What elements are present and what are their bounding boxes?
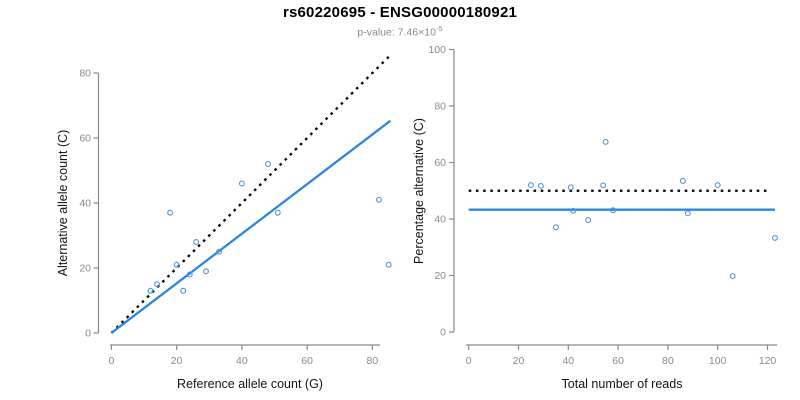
data-point	[154, 281, 161, 288]
data-point	[180, 287, 187, 294]
y-tick-label: 20	[79, 263, 91, 275]
y-tick-label: 80	[434, 101, 446, 113]
chart-subtitle: p-value: 7.46×10-5	[0, 24, 800, 39]
x-axis-title: Total number of reads	[562, 377, 683, 391]
chart-title: rs60220695 - ENSG00000180921	[282, 4, 518, 21]
data-point	[375, 196, 382, 203]
x-tick-label: 80	[662, 355, 674, 367]
y-tick-label: 80	[79, 68, 91, 80]
data-point	[537, 182, 544, 189]
data-point	[238, 180, 245, 187]
x-tick-label: 0	[466, 355, 472, 367]
x-tick-label: 80	[367, 355, 379, 367]
data-point	[274, 209, 281, 216]
data-point	[679, 177, 686, 184]
data-point	[385, 261, 392, 268]
data-point	[610, 207, 617, 214]
data-point	[570, 207, 577, 214]
x-tick-label: 100	[709, 355, 727, 367]
data-point	[527, 182, 534, 189]
y-tick-label: 40	[434, 214, 446, 226]
x-tick-label: 40	[236, 355, 248, 367]
p-value-exponent: -5	[435, 24, 443, 33]
data-point	[552, 224, 559, 231]
y-tick-label: 0	[440, 327, 446, 339]
y-tick-label: 40	[79, 198, 91, 210]
data-point	[167, 209, 174, 216]
data-point	[265, 161, 271, 167]
data-point	[729, 273, 736, 280]
x-tick-label: 20	[171, 355, 183, 367]
y-tick-label: 60	[434, 157, 446, 169]
fit-line	[110, 119, 392, 334]
x-tick-label: 20	[513, 355, 525, 367]
data-point	[600, 182, 607, 189]
panel-allele-counts: 0 20 40 60 80 0 20 40 60 80 Reference allele count…	[56, 53, 393, 391]
data-point	[216, 248, 223, 255]
x-tick-label: 60	[612, 355, 624, 367]
data-point	[567, 184, 574, 191]
y-axis-title: Alternative allele count (C)	[56, 130, 70, 277]
x-tick-label: 120	[759, 355, 777, 367]
p-value-text: p-value: 7.46×10	[357, 26, 436, 39]
y-tick-label: 100	[428, 44, 446, 56]
data-point	[186, 271, 193, 278]
data-point	[193, 239, 200, 245]
panel-percentage: 0 20 40 60 80 100 120 0 20 40 60 80 100 Total number …	[412, 44, 778, 391]
data-point	[173, 261, 180, 268]
y-tick-label: 0	[85, 328, 91, 340]
data-point	[585, 217, 592, 224]
data-point	[714, 182, 721, 189]
x-tick-label: 40	[562, 355, 574, 367]
x-tick-label: 0	[108, 355, 114, 367]
x-tick-label: 60	[301, 355, 313, 367]
x-axis-title: Reference allele count (G)	[177, 377, 323, 391]
data-point	[147, 287, 154, 294]
data-point	[772, 234, 778, 241]
data-point	[684, 210, 691, 217]
data-point	[602, 138, 609, 145]
y-tick-label: 20	[434, 270, 446, 282]
data-point	[203, 268, 209, 275]
y-tick-label: 60	[79, 133, 91, 145]
y-axis-title: Percentage alternative (C)	[412, 118, 426, 264]
